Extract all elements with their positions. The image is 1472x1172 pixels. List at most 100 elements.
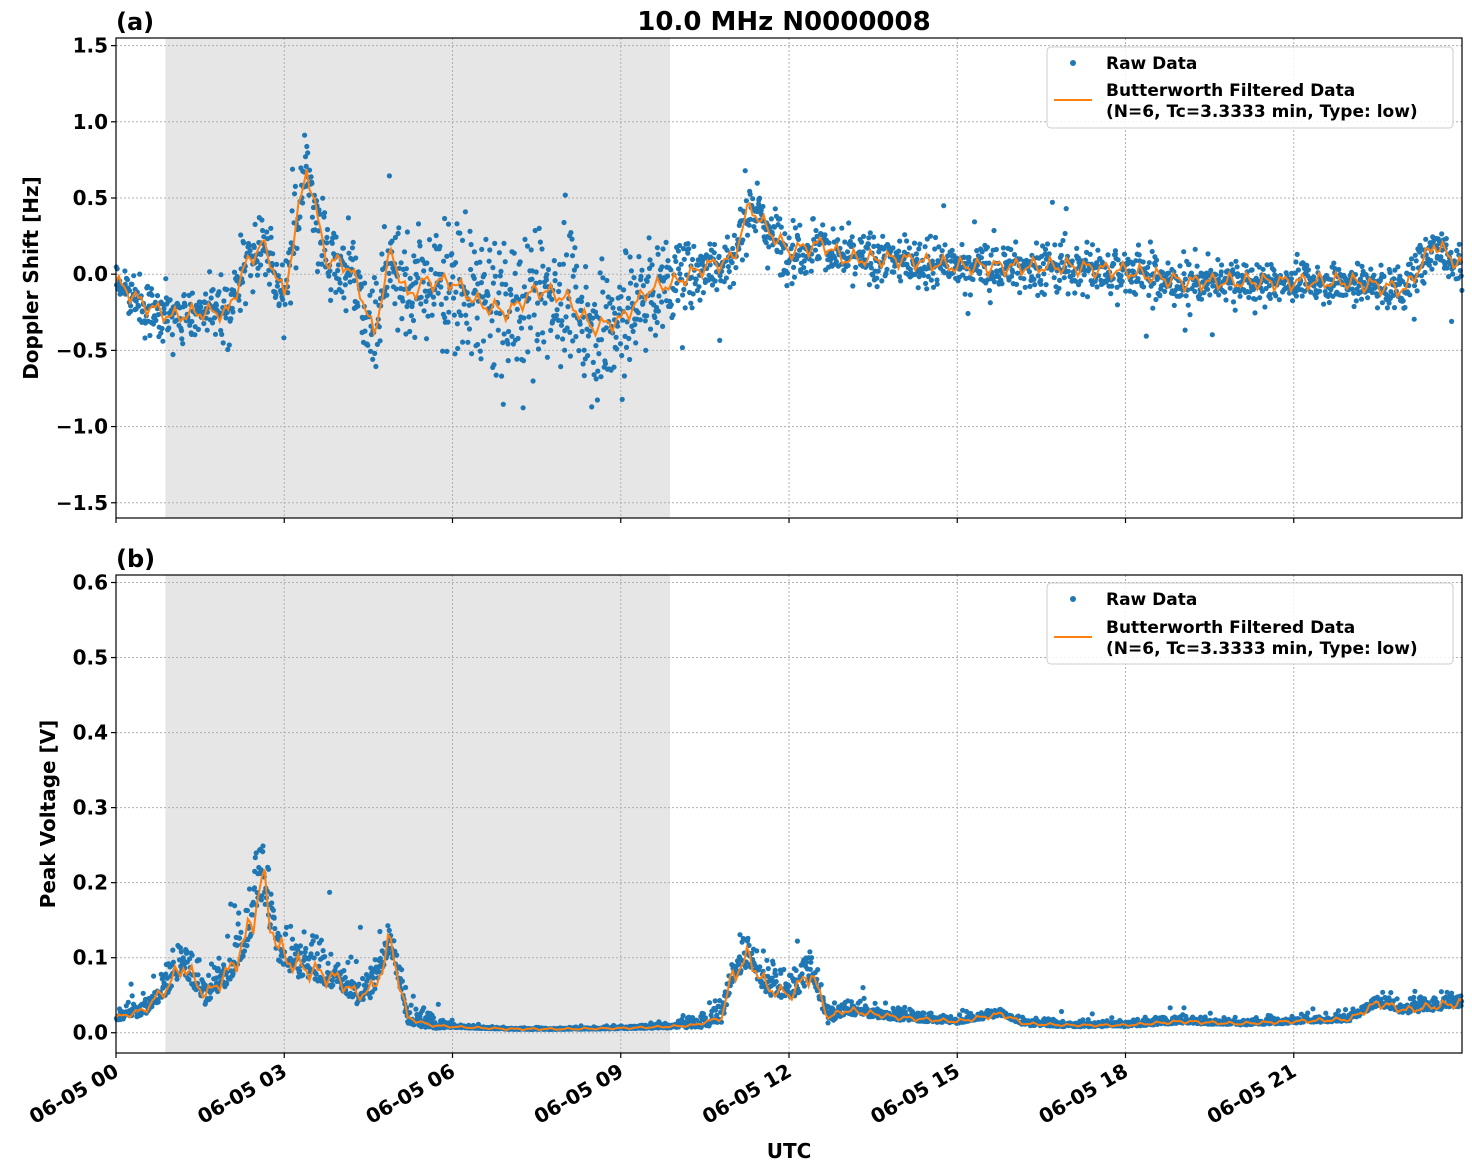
raw-data-point	[1056, 285, 1062, 291]
raw-data-point	[330, 982, 336, 988]
raw-data-point	[786, 983, 792, 989]
raw-data-point	[1418, 273, 1425, 279]
raw-data-point	[772, 967, 778, 974]
raw-data-point	[322, 210, 328, 216]
raw-data-point	[1446, 274, 1452, 280]
raw-data-point	[1230, 299, 1237, 305]
raw-data-point	[503, 291, 509, 297]
raw-data-point	[187, 956, 193, 962]
raw-data-point	[487, 247, 493, 253]
raw-data-point	[652, 332, 659, 338]
raw-data-point	[560, 261, 567, 267]
y-tick-label: −1.0	[56, 415, 108, 439]
raw-data-point	[898, 278, 904, 284]
raw-data-point	[711, 241, 718, 248]
raw-data-point	[758, 207, 764, 214]
raw-data-point	[325, 960, 331, 966]
raw-data-point	[303, 945, 309, 952]
raw-data-point	[570, 338, 576, 344]
raw-data-point	[300, 200, 306, 206]
raw-data-point	[622, 333, 628, 339]
raw-data-point	[1192, 246, 1198, 252]
raw-data-point	[505, 341, 511, 347]
raw-data-point	[518, 325, 525, 331]
panel-b-ylabel: Peak Voltage [V]	[36, 720, 60, 909]
raw-data-point	[1351, 290, 1357, 296]
raw-data-point	[1273, 293, 1279, 299]
raw-data-point	[160, 338, 166, 344]
raw-data-point	[395, 230, 401, 237]
panel-a-legend-filtered-label: Butterworth Filtered Data	[1106, 81, 1355, 101]
raw-data-point	[897, 238, 903, 244]
raw-data-point	[643, 347, 649, 353]
raw-data-point	[333, 234, 339, 240]
raw-data-point	[351, 278, 357, 284]
raw-data-point	[751, 224, 757, 230]
raw-data-point	[773, 979, 779, 985]
raw-data-point	[322, 954, 328, 960]
raw-data-point	[930, 284, 937, 290]
raw-data-point	[408, 313, 414, 319]
raw-data-point	[431, 301, 437, 307]
raw-data-point	[1259, 288, 1265, 294]
raw-data-point	[415, 221, 422, 227]
raw-data-point	[1216, 292, 1222, 298]
raw-data-point	[444, 253, 450, 259]
raw-data-point	[449, 251, 455, 257]
raw-data-point	[496, 250, 502, 256]
raw-data-point	[328, 297, 334, 303]
raw-data-point	[403, 266, 409, 272]
raw-data-point	[872, 1000, 878, 1006]
raw-data-point	[627, 356, 633, 363]
raw-data-point	[1177, 263, 1183, 269]
raw-data-point	[633, 340, 639, 346]
raw-data-point	[707, 262, 713, 268]
raw-data-point	[261, 234, 267, 240]
raw-data-point	[321, 214, 327, 220]
raw-data-point	[207, 995, 214, 1001]
raw-data-point	[778, 224, 784, 230]
raw-data-point	[579, 294, 585, 300]
raw-data-point	[421, 308, 427, 314]
raw-data-point	[578, 298, 585, 305]
raw-data-point	[202, 982, 208, 988]
panel-a-legend-filtered-params: (N=6, Tc=3.3333 min, Type: low)	[1106, 102, 1418, 122]
raw-data-point	[640, 283, 647, 289]
raw-data-point	[1162, 288, 1168, 294]
raw-data-point	[712, 998, 718, 1004]
raw-data-point	[610, 305, 616, 311]
raw-data-point	[250, 912, 256, 918]
panel-a-legend-raw-label: Raw Data	[1106, 54, 1197, 74]
raw-data-point	[335, 267, 341, 274]
raw-data-point	[276, 301, 282, 307]
raw-data-point	[1042, 246, 1049, 252]
raw-data-point	[1087, 251, 1093, 257]
raw-data-point	[270, 251, 276, 257]
panel-b-legend-raw-label: Raw Data	[1106, 590, 1197, 610]
raw-data-point	[497, 273, 503, 279]
raw-data-point	[357, 274, 363, 280]
raw-data-point	[970, 276, 976, 283]
raw-data-point	[384, 292, 390, 298]
raw-data-point	[1413, 258, 1419, 264]
raw-data-point	[804, 959, 810, 965]
raw-data-point	[259, 217, 265, 223]
raw-data-point	[481, 271, 487, 278]
raw-data-point	[1112, 248, 1118, 254]
raw-data-point	[857, 998, 863, 1004]
raw-data-point	[1165, 260, 1171, 266]
raw-data-point	[1094, 260, 1100, 266]
raw-data-point	[450, 295, 457, 301]
raw-data-point	[1369, 289, 1375, 296]
raw-data-point	[1215, 257, 1221, 263]
raw-data-point	[268, 891, 274, 897]
raw-data-point	[784, 270, 791, 276]
y-tick-label: 0.3	[73, 796, 108, 820]
x-tick-label: 06-05 12	[698, 1059, 796, 1129]
raw-data-point	[902, 232, 908, 238]
raw-data-point	[1227, 285, 1233, 291]
raw-data-point	[557, 281, 563, 287]
raw-data-point	[424, 260, 430, 266]
raw-data-point	[324, 226, 331, 233]
raw-data-point	[891, 269, 897, 275]
